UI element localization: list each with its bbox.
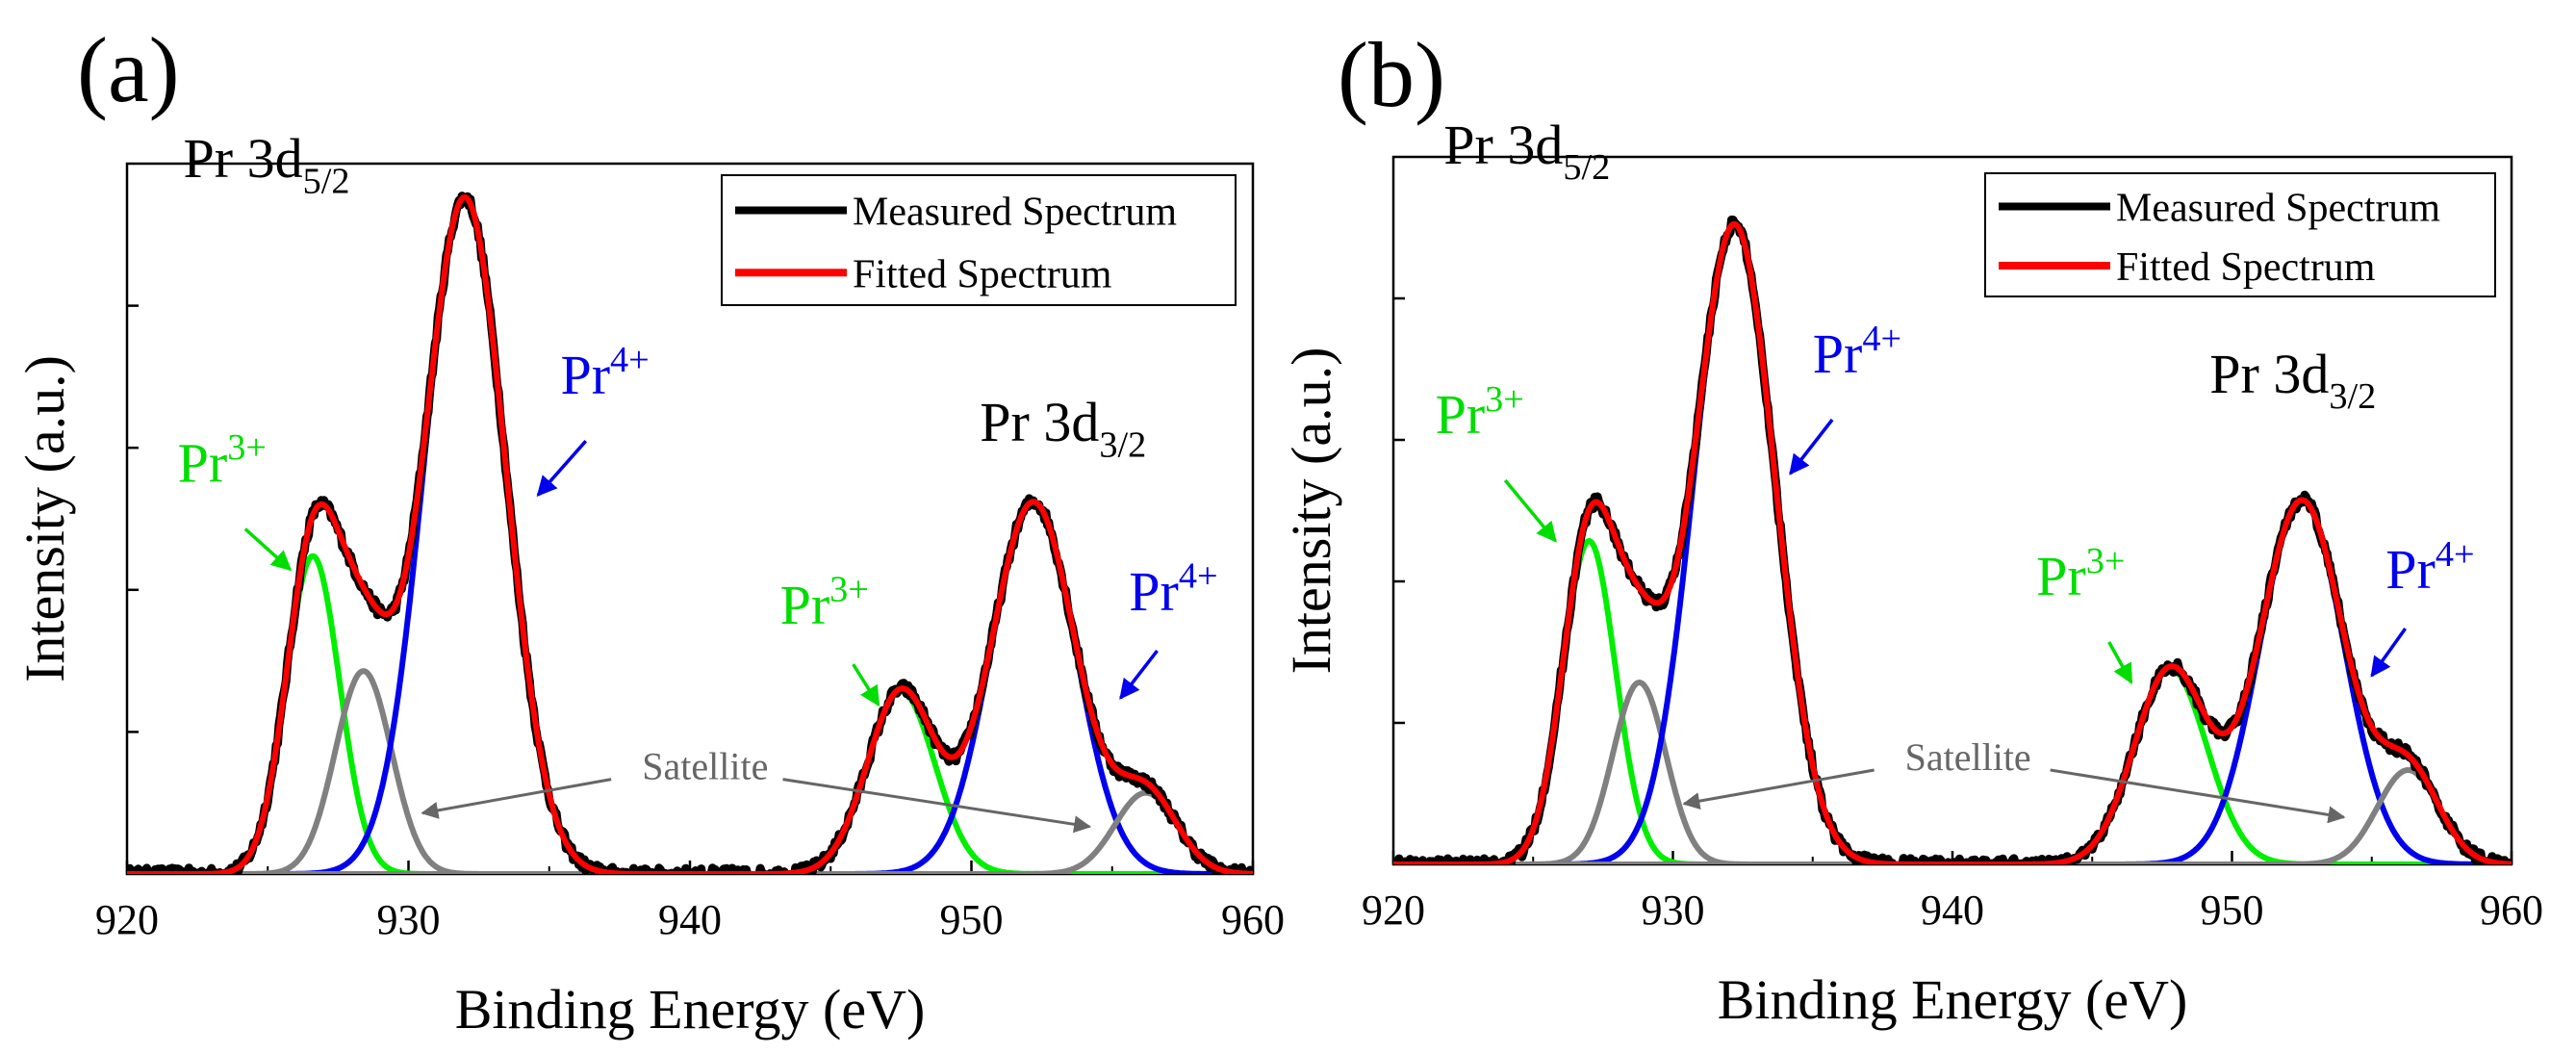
annotation-satellite-label: Satellite [642, 745, 768, 788]
chart-b: 920 930 940 950 960 Binding Energy (eV) Intens… [1280, 114, 2543, 1031]
annotation-pr4-right-label: Pr4+ [2385, 534, 2474, 601]
annotation-pr3d32: Pr 3d3/2 [980, 391, 1146, 465]
component-curve-satellite-3d3-2 [127, 789, 1253, 874]
annotation-pr3-left-label: Pr3+ [178, 427, 267, 494]
panel-label-b: (b) [1338, 23, 1445, 126]
panel-label-a: (a) [77, 18, 180, 121]
annotation-pr4-left: Pr4+ [1789, 319, 1901, 476]
x-axis-label: Binding Energy (eV) [1718, 968, 2188, 1031]
x-tick-label: 940 [658, 896, 722, 943]
x-tick-label: 930 [1642, 887, 1705, 934]
annotation-pr3d32-label: Pr 3d3/2 [980, 391, 1146, 465]
chart-a: 920 930 940 950 960 Binding Energy (eV) Intens… [13, 127, 1285, 1041]
annotation-pr3d52: Pr 3d5/2 [184, 127, 350, 201]
component-curve-pr3-3d5-2 [127, 553, 1253, 874]
y-axis-label: Intensity (a.u.) [1280, 347, 1342, 675]
x-tick-label: 930 [377, 896, 441, 943]
annotation-pr4-right: Pr4+ [1119, 556, 1218, 700]
legend-b: Measured Spectrum Fitted Spectrum [1984, 172, 2496, 297]
annotation-arrow [1119, 649, 1159, 700]
fitted-spectrum-line [1393, 220, 2512, 864]
annotation-pr3d52-label: Pr 3d5/2 [1443, 114, 1610, 188]
annotation-pr3d32-label: Pr 3d3/2 [2209, 343, 2376, 417]
legend-entry-label: Measured Spectrum [853, 190, 1177, 234]
panel-b: (b) 920 930 940 950 960 Binding Energy (eV) In… [1280, 23, 2543, 1031]
annotation-arrow [2050, 768, 2346, 824]
component-curve-satellite-3d3-2 [1393, 767, 2512, 864]
annotation-satellite: Satellite [421, 745, 1092, 834]
x-tick-label: 950 [2201, 887, 2264, 934]
plot-area-b [1393, 215, 2512, 864]
annotation-arrow [536, 440, 588, 497]
x-tick-label: 920 [1362, 887, 1425, 934]
x-axis-label: Binding Energy (eV) [455, 978, 926, 1041]
annotation-pr4-left: Pr4+ [536, 340, 650, 497]
annotation-pr3-right-label: Pr3+ [780, 570, 869, 636]
annotation-pr3d52: Pr 3d5/2 [1443, 114, 1610, 188]
legend-box [721, 174, 1237, 306]
component-curve-satellite-3d5-2 [1393, 680, 2512, 864]
annotation-pr3d52-label: Pr 3d5/2 [184, 127, 350, 201]
annotation-arrow [2107, 641, 2133, 684]
x-tick-label: 960 [1221, 896, 1285, 943]
annotation-pr3-right: Pr3+ [780, 570, 880, 707]
y-axis-label: Intensity (a.u.) [13, 355, 76, 682]
annotation-pr3d32: Pr 3d3/2 [2209, 343, 2376, 417]
legend-entry-label: Fitted Spectrum [2116, 245, 2376, 290]
x-tick-label: 960 [2480, 887, 2543, 934]
annotation-arrow [1503, 478, 1557, 543]
annotation-pr3-left-label: Pr3+ [1436, 379, 1524, 446]
legend-entry-label: Measured Spectrum [2116, 187, 2440, 231]
component-curve-satellite-3d5-2 [127, 668, 1253, 874]
annotation-pr3-left: Pr3+ [178, 427, 293, 572]
legend-a: Measured Spectrum Fitted Spectrum [721, 174, 1237, 306]
fitted-spectrum-line [127, 193, 1253, 874]
annotation-pr3-right-label: Pr3+ [2036, 541, 2125, 607]
annotation-arrow [243, 527, 293, 572]
panel-a: (a) 920 930 940 950 960 Binding Energy (eV) In… [13, 18, 1285, 1041]
legend-entry-label: Fitted Spectrum [853, 252, 1112, 296]
annotation-pr3-right: Pr3+ [2036, 541, 2133, 684]
annotation-pr3-left: Pr3+ [1436, 379, 1557, 543]
annotation-arrow [2370, 627, 2408, 678]
annotation-arrow [1789, 418, 1834, 476]
plot-area-a [127, 192, 1253, 874]
x-tick-label: 940 [1921, 887, 1984, 934]
annotation-arrow [421, 778, 612, 819]
annotation-pr4-left-label: Pr4+ [560, 340, 649, 406]
annotation-pr4-left-label: Pr4+ [1813, 319, 1901, 385]
annotation-arrow [782, 778, 1092, 834]
x-tick-label: 950 [940, 896, 1004, 943]
x-tick-label: 920 [95, 896, 159, 943]
annotation-pr4-right: Pr4+ [2370, 534, 2475, 678]
annotation-satellite: Satellite [1682, 735, 2346, 824]
legend-box [1984, 172, 2496, 297]
annotation-satellite-label: Satellite [1905, 735, 2031, 779]
annotation-arrow [1682, 768, 1875, 810]
annotation-pr4-right-label: Pr4+ [1129, 556, 1217, 623]
annotation-arrow [852, 663, 880, 707]
